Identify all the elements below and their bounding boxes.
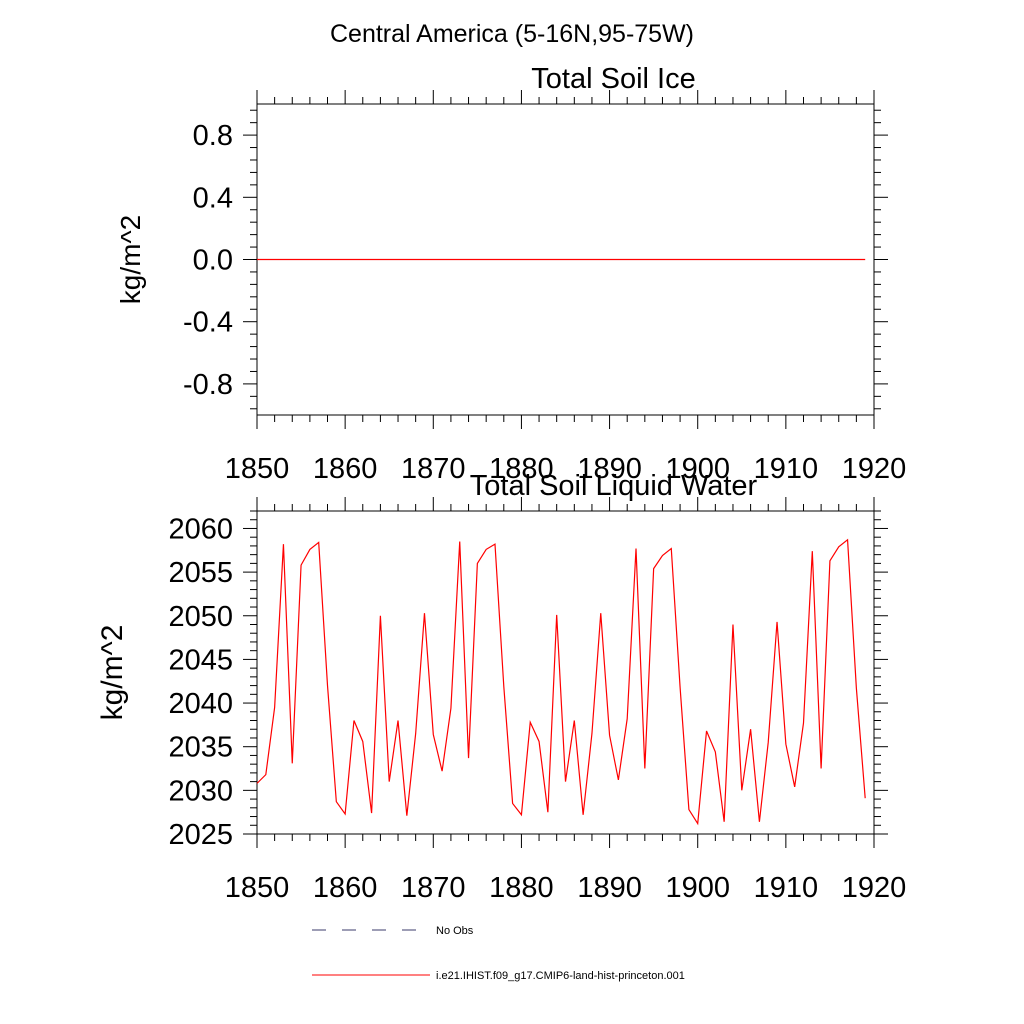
plot-frame (256, 510, 875, 835)
x-tick-label: 1920 (842, 872, 907, 904)
y-tick-label: 0.8 (193, 120, 233, 152)
y-tick-label: 2025 (168, 819, 233, 851)
legend-model-label: i.e21.IHIST.f09_g17.CMIP6-land-hist-prin… (436, 970, 685, 982)
x-tick-label: 1900 (665, 872, 730, 904)
chart-title: Total Soil Liquid Water (470, 470, 758, 502)
x-tick-label: 1850 (225, 872, 290, 904)
x-tick-label: 1890 (577, 872, 642, 904)
y-tick-label: 2060 (168, 513, 233, 545)
y-tick-label: 0.0 (193, 245, 233, 277)
y-tick-label: 2045 (168, 644, 233, 676)
legend: No Obs i.e21.IHIST.f09_g17.CMIP6-land-hi… (312, 925, 685, 982)
x-tick-label: 1910 (754, 453, 819, 485)
x-tick-label: 1880 (489, 453, 554, 485)
x-tick-label: 1860 (313, 453, 378, 485)
y-tick-label: 2055 (168, 557, 233, 589)
y-tick-label: 2040 (168, 688, 233, 720)
panel-total-soil-ice: Total Soil Ice kg/m^2 1850 1860 1870 1880 1890… (115, 63, 906, 485)
x-tick-label: 1900 (665, 453, 730, 485)
y-tick-label: -0.8 (183, 369, 233, 401)
x-tick-label: 1870 (401, 453, 466, 485)
x-tick-label: 1890 (577, 453, 642, 485)
x-tick-label: 1860 (313, 872, 378, 904)
y-tick-label: 0.4 (193, 182, 233, 214)
y-tick-label: 2035 (168, 732, 233, 764)
chart-title: Total Soil Ice (531, 63, 695, 95)
x-tick-label: 1880 (489, 872, 554, 904)
series-line (256, 538, 866, 826)
x-tick-label: 1910 (754, 872, 819, 904)
x-tick-label: 1870 (401, 872, 466, 904)
y-tick-label: 2030 (168, 775, 233, 807)
page-title: Central America (5-16N,95-75W) (330, 20, 694, 48)
panel-total-soil-liquid-water: Total Soil Liquid Water kg/m^2 1850 1860 187… (96, 470, 906, 904)
y-tick-label: -0.4 (183, 307, 233, 339)
y-tick-label: 2050 (168, 601, 233, 633)
y-axis-label: kg/m^2 (96, 625, 129, 721)
x-tick-label: 1920 (842, 453, 907, 485)
y-axis-label: kg/m^2 (115, 215, 146, 304)
x-tick-label: 1850 (225, 453, 290, 485)
legend-obs-label: No Obs (436, 925, 474, 937)
